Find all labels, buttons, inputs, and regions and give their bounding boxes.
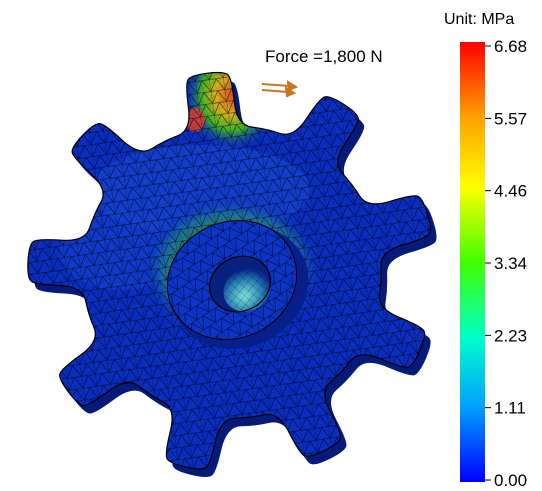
- colorbar-gradient-bar: [460, 42, 485, 482]
- colorbar-tick-label: 4.46: [494, 182, 527, 201]
- bore-hole: [209, 255, 271, 313]
- colorbar-tick-label: 2.23: [494, 326, 527, 345]
- colorbar-tick-label: 0.00: [494, 471, 527, 490]
- colorbar-tick-label: 6.68: [494, 37, 527, 56]
- colorbar-tick-label: 1.11: [494, 399, 526, 418]
- colorbar: Unit: MPa 6.68 5.57 4.46 3.34 2.23 1.11 0.00: [444, 11, 527, 490]
- colorbar-unit-label: Unit: MPa: [444, 11, 514, 28]
- force-label: Force =1,800 N: [265, 47, 383, 66]
- colorbar-tick-label: 3.34: [494, 254, 527, 273]
- force-arrows: [261, 80, 299, 98]
- gear-outline: [27, 71, 432, 470]
- colorbar-ticks: 6.68 5.57 4.46 3.34 2.23 1.11 0.00: [485, 37, 527, 490]
- colorbar-tick-label: 5.57: [494, 109, 527, 128]
